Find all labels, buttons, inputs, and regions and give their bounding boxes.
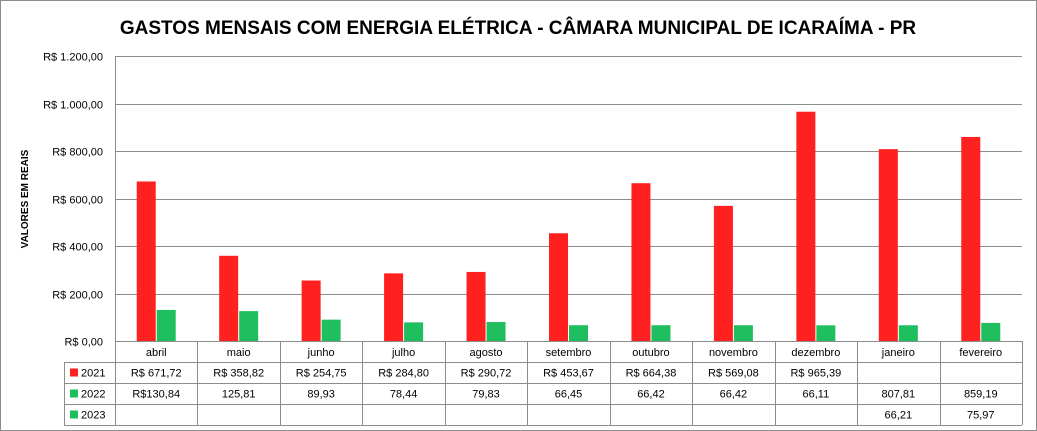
bar-2021-abril — [136, 181, 156, 341]
bar-2021-maio — [219, 255, 239, 341]
y-tick-label: R$ 200,00 — [52, 290, 103, 302]
y-tick-label: R$ 600,00 — [52, 195, 103, 207]
data-label: R$ 290,72 — [461, 368, 512, 380]
bar-2022-janeiro — [898, 325, 918, 341]
x-tick-label: maio — [227, 347, 251, 359]
y-tick-label: R$ 800,00 — [52, 147, 103, 159]
x-tick-label: julho — [391, 347, 415, 359]
x-tick-label: dezembro — [791, 347, 840, 359]
x-tick-label: outubro — [632, 347, 669, 359]
x-tick-label: setembro — [546, 347, 592, 359]
data-label: R$ 671,72 — [131, 368, 182, 380]
data-label: R$ 965,39 — [790, 368, 841, 380]
bars — [136, 111, 1001, 341]
legend-label-2022: 2022 — [81, 389, 105, 401]
x-tick-label: junho — [307, 347, 335, 359]
bar-2022-maio — [239, 311, 259, 341]
data-label: 66,11 — [803, 389, 830, 401]
legend-label-2021: 2021 — [81, 368, 105, 380]
bar-2022-julho — [404, 322, 424, 341]
x-tick-label: novembro — [709, 347, 758, 359]
bar-2021-outubro — [631, 183, 651, 341]
legend-key-2022 — [70, 389, 78, 398]
data-label: 125,81 — [222, 389, 256, 401]
data-label: R$130,84 — [132, 389, 180, 401]
bar-2021-agosto — [466, 271, 486, 341]
bar-2021-junho — [301, 280, 321, 341]
data-label: R$ 254,75 — [296, 368, 347, 380]
y-tick-label: R$ 400,00 — [52, 242, 103, 254]
chart-title: GASTOS MENSAIS COM ENERGIA ELÉTRICA - CÂ… — [120, 17, 917, 39]
data-label: 66,42 — [637, 389, 665, 401]
data-table: abril maio junho julho agosto setembro outubro… — [64, 341, 1023, 426]
data-label: 66,42 — [720, 389, 748, 401]
legend-key-2021 — [70, 368, 78, 377]
bar-2022-fevereiro — [981, 322, 1001, 341]
bar-2021-novembro — [713, 205, 733, 341]
y-tick-label: R$ 0,00 — [64, 337, 103, 349]
x-tick-label: agosto — [470, 347, 503, 359]
data-label: R$ 569,08 — [708, 368, 759, 380]
x-tick-label: fevereiro — [959, 347, 1002, 359]
data-label: R$ 664,38 — [626, 368, 677, 380]
bar-2021-julho — [384, 273, 404, 341]
data-label: 859,19 — [964, 389, 998, 401]
y-axis-ticks: R$ 0,00 R$ 200,00 R$ 400,00 R$ 600,00 R$ 800… — [43, 52, 103, 349]
data-label: R$ 284,80 — [378, 368, 429, 380]
legend-key-2023 — [70, 410, 78, 419]
bar-2021-setembro — [549, 233, 568, 341]
data-label: 807,81 — [881, 389, 915, 401]
data-label: 78,44 — [390, 389, 418, 401]
data-label: 66,21 — [885, 410, 913, 422]
legend-label-2023: 2023 — [81, 410, 105, 422]
data-label: 66,45 — [555, 389, 583, 401]
bar-2021-dezembro — [796, 111, 816, 341]
bar-2022-novembro — [733, 325, 753, 341]
y-tick-label: R$ 1.200,00 — [43, 52, 103, 64]
bar-2022-setembro — [569, 325, 588, 341]
data-label: 89,93 — [307, 389, 335, 401]
bar-2022-agosto — [486, 322, 506, 341]
y-axis-label: VALORES EM REAIS — [20, 149, 31, 248]
y-tick-label: R$ 1.000,00 — [43, 100, 103, 112]
bar-2022-dezembro — [816, 325, 836, 341]
bar-2021-fevereiro — [961, 136, 981, 341]
x-tick-label: abril — [146, 347, 167, 359]
data-label: R$ 358,82 — [213, 368, 264, 380]
data-label: R$ 453,67 — [543, 368, 594, 380]
bar-2021-janeiro — [878, 149, 898, 341]
data-label: 75,97 — [967, 410, 995, 422]
x-tick-label: janeiro — [881, 347, 915, 359]
bar-2022-outubro — [651, 325, 671, 341]
bar-2022-junho — [321, 319, 341, 341]
bar-2022-abril — [156, 309, 176, 341]
grid-lines — [115, 56, 1022, 342]
data-label: 79,83 — [472, 389, 500, 401]
